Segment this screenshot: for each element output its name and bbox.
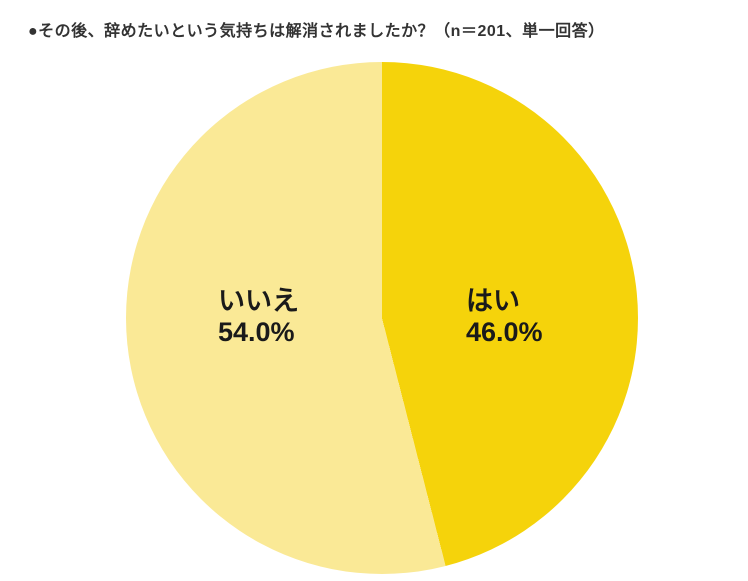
pie-chart (126, 62, 638, 574)
slice-name-yes: はい (466, 286, 520, 316)
slice-label-yes: はい 46.0% (466, 286, 543, 348)
slice-name-no: いいえ (218, 286, 299, 316)
chart-title: ●その後、辞めたいという気持ちは解消されましたか？（n＝201、単一回答） (28, 23, 605, 40)
slice-percent-yes: 46.0% (466, 317, 543, 347)
slice-label-no: いいえ 54.0% (218, 286, 299, 348)
slice-percent-no: 54.0% (218, 317, 295, 347)
